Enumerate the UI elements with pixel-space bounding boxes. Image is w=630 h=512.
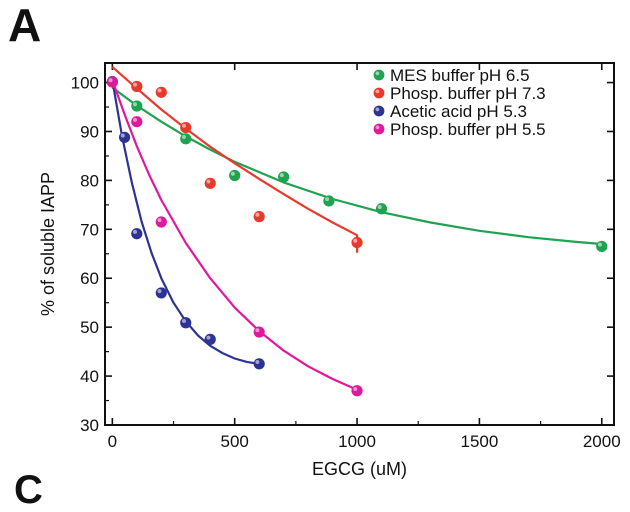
data-point-highlight [133,82,138,87]
data-point [180,121,192,134]
data-point [278,171,290,183]
fit-curve [111,79,358,391]
data-point-highlight [325,197,330,202]
data-point-highlight [597,242,602,247]
data-point [180,133,192,145]
fit-curve [111,66,359,253]
data-point-highlight [157,218,162,223]
legend-entry: Phosp. buffer pH 5.5 [390,120,546,139]
data-points [106,75,608,397]
data-point-highlight [206,179,211,184]
plot-frame [104,62,615,426]
data-point-highlight [157,289,162,294]
x-tick-label: 1000 [338,432,376,451]
data-point [375,203,388,215]
x-tick-label: 2000 [583,432,621,451]
data-point [106,76,118,88]
legend-marker [373,87,385,99]
data-point-highlight [206,335,211,340]
data-point [596,240,608,253]
data-point [351,385,363,397]
data-point-highlight [279,173,284,178]
data-point [155,86,167,98]
data-point [351,236,363,249]
data-point [131,228,143,240]
data-point [180,317,192,329]
data-point-highlight [255,212,260,217]
x-tick-label: 0 [108,432,117,451]
data-point-highlight [255,328,260,333]
data-point [204,177,216,189]
y-tick-label: 50 [80,318,99,337]
data-point [131,100,143,112]
data-point [155,216,167,228]
y-axis-label: % of soluble IAPP [38,172,58,316]
data-point-highlight [181,318,186,323]
data-point [131,116,143,128]
legend-marker [373,105,385,117]
x-tick-label: 1500 [460,432,498,451]
data-point-highlight [377,204,382,209]
data-point-highlight [133,102,138,107]
legend-entry: MES buffer pH 6.5 [390,66,530,85]
data-point [323,195,335,207]
ticks: 0 500 1000 1500 2000 30 40 50 60 70 80 90 100 [71,63,621,451]
legend-marker-highlight [375,71,380,76]
data-point [253,358,265,370]
y-tick-label: 90 [80,122,99,141]
data-point-highlight [108,78,113,83]
fit-curve [111,79,260,365]
data-point-highlight [181,123,186,128]
fit-lines [111,66,602,391]
data-point [131,80,143,93]
legend-entry: Phosp. buffer pH 7.3 [390,84,546,103]
y-tick-label: 80 [80,171,99,190]
data-point-highlight [181,135,186,140]
legend-marker [373,69,385,81]
fit-curve [111,86,602,246]
chart: 0 500 1000 1500 2000 30 40 50 60 70 80 90 100 MES bu… [38,62,621,479]
legend-entry: Acetic acid pH 5.3 [390,102,527,121]
data-point [253,326,265,338]
y-tick-label: 70 [80,220,99,239]
y-tick-label: 30 [80,416,99,435]
data-point-highlight [353,238,358,243]
data-point [229,169,241,182]
data-point-highlight [353,386,358,391]
data-point-highlight [230,171,235,176]
legend-marker-highlight [375,89,380,94]
x-tick-label: 500 [221,432,249,451]
data-point [155,287,167,299]
y-tick-label: 100 [71,74,99,93]
data-point-highlight [255,360,260,365]
data-point-highlight [133,229,138,234]
legend-marker-highlight [375,107,380,112]
legend-marker [373,123,385,135]
data-point-highlight [120,133,125,138]
data-point [204,333,216,345]
axes-frame [104,62,615,426]
legend-marker-highlight [375,125,380,130]
data-point [118,131,131,143]
y-tick-label: 40 [80,367,99,386]
x-axis-label: EGCG (uM) [312,459,407,479]
y-tick-label: 60 [80,269,99,288]
panel-label: A [8,0,42,51]
next-panel-label: C [14,468,43,512]
data-point-highlight [133,117,138,122]
data-point [253,211,265,223]
data-point-highlight [157,88,162,93]
